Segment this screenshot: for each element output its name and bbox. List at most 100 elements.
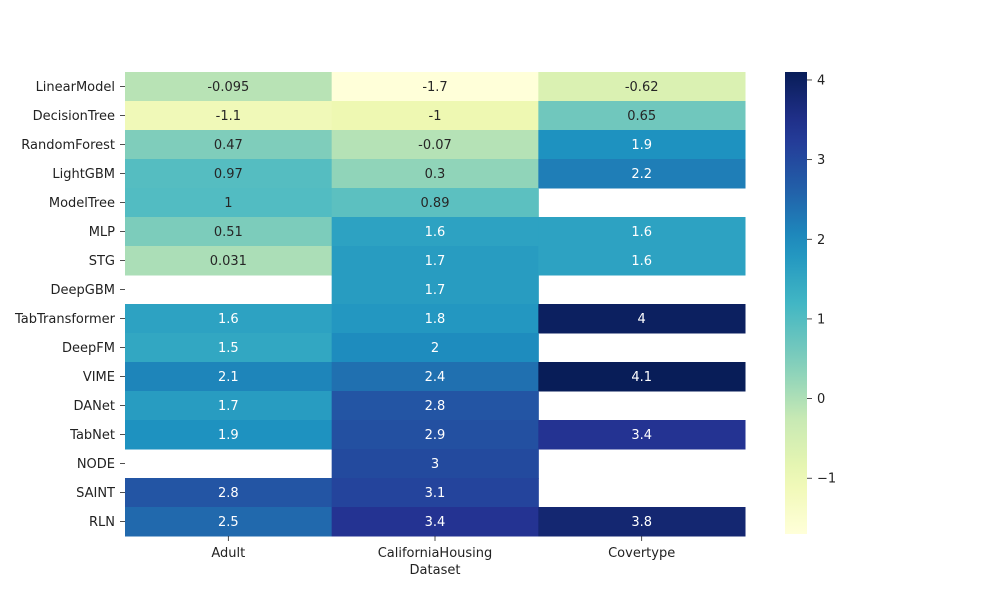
cell-value-label: 2.8 [218, 486, 239, 501]
heatmap-cell [538, 130, 746, 160]
cell-value-label: 2 [431, 341, 439, 356]
cell-value-label: 2.9 [425, 428, 446, 443]
cell-value-label: 0.65 [627, 109, 656, 124]
cell-value-label: 0.47 [214, 138, 243, 153]
colorbar-tick-label: −1 [817, 472, 836, 487]
heatmap-cell [125, 188, 333, 218]
heatmap-cell [125, 304, 333, 334]
row-tick-label: TabTransformer [14, 312, 116, 327]
heatmap-cell [538, 304, 746, 334]
heatmap-cell [331, 420, 539, 450]
colorbar-tick-label: 4 [817, 73, 825, 88]
cell-value-label: 2.2 [631, 167, 652, 182]
colorbar-ticks: −1 0 1 2 3 4 [807, 73, 836, 487]
row-tick-label: LightGBM [52, 167, 115, 182]
row-tick-label: RLN [89, 515, 115, 530]
cell-value-label: 2.4 [425, 370, 446, 385]
heatmap-cell [331, 507, 539, 537]
cell-value-label: 1.6 [631, 225, 652, 240]
cell-value-label: -1 [429, 109, 442, 124]
cell-value-label: -0.095 [207, 80, 249, 95]
cell-value-label: 1.7 [218, 399, 239, 414]
heatmap-cell [538, 101, 746, 131]
cell-value-label: -1.1 [216, 109, 241, 124]
heatmap-cell [331, 333, 539, 363]
cell-value-label: 1 [224, 196, 232, 211]
heatmap-cell [125, 478, 333, 508]
heatmap-cell [125, 130, 333, 160]
row-tick-label: LinearModel [36, 80, 115, 95]
row-tick-label: DANet [74, 399, 116, 414]
cell-value-label: 0.3 [425, 167, 446, 182]
heatmap-cell [125, 217, 333, 247]
heatmap-cell [331, 130, 539, 160]
heatmap-cell [331, 72, 539, 102]
heatmap-cell [331, 217, 539, 247]
heatmap-cell [125, 362, 333, 392]
cell-value-label: 0.97 [214, 167, 243, 182]
heatmap-cell [538, 246, 746, 276]
heatmap-cell [125, 333, 333, 363]
cell-value-label: 2.8 [425, 399, 446, 414]
colorbar [785, 72, 807, 534]
row-tick-label: DecisionTree [33, 109, 115, 124]
row-tick-label: MLP [89, 225, 115, 240]
colorbar-tick-label: 1 [817, 312, 825, 327]
cell-value-label: 3.8 [631, 515, 652, 530]
heatmap-cell [331, 188, 539, 218]
cell-value-label: 1.9 [218, 428, 239, 443]
cell-value-label: 2.5 [218, 515, 239, 530]
heatmap-cell [331, 159, 539, 189]
heatmap-cell [538, 72, 746, 102]
cell-value-label: 1.6 [631, 254, 652, 269]
heatmap-cell [125, 101, 333, 131]
cell-value-label: 3 [431, 457, 439, 472]
cell-value-label: 3.4 [631, 428, 652, 443]
x-axis-label: Dataset [410, 563, 461, 578]
cell-value-label: 1.7 [425, 283, 446, 298]
heatmap-cell [331, 275, 539, 305]
cell-value-label: 4.1 [631, 370, 652, 385]
cell-value-label: 1.8 [425, 312, 446, 327]
row-tick-label: SAINT [76, 486, 115, 501]
heatmap-cell [331, 101, 539, 131]
heatmap-cell [125, 507, 333, 537]
row-tick-label: DeepFM [62, 341, 115, 356]
heatmap-cell [125, 246, 333, 276]
heatmap-cell [331, 304, 539, 334]
heatmap-cells: -0.095 -1.7 -0.62 -1.1 -1 0.65 0.47 -0.07 1.9 0.9… [125, 72, 746, 537]
colorbar-tick-label: 0 [817, 392, 825, 407]
row-tick-label: STG [89, 254, 115, 269]
cell-value-label: 0.89 [421, 196, 450, 211]
heatmap-cell [331, 449, 539, 479]
heatmap-cell [125, 159, 333, 189]
cell-value-label: 1.6 [218, 312, 239, 327]
row-tick-label: VIME [83, 370, 115, 385]
cell-value-label: 1.5 [218, 341, 239, 356]
heatmap-cell [538, 362, 746, 392]
heatmap-cell [331, 246, 539, 276]
cell-value-label: 2.1 [218, 370, 239, 385]
heatmap-cell [538, 159, 746, 189]
row-tick-label: NODE [77, 457, 115, 472]
row-tick-label: RandomForest [21, 138, 115, 153]
heatmap-cell [538, 507, 746, 537]
heatmap-cell [331, 362, 539, 392]
cell-value-label: 3.4 [425, 515, 446, 530]
row-tick-labels: LinearModel DecisionTree RandomForest Light… [14, 80, 125, 530]
heatmap-cell [125, 72, 333, 102]
cell-value-label: 1.9 [631, 138, 652, 153]
column-tick-label: Covertype [608, 546, 675, 561]
cell-value-label: 0.031 [210, 254, 247, 269]
heatmap-cell [125, 391, 333, 421]
cell-value-label: -0.62 [625, 80, 659, 95]
heatmap-cell [538, 217, 746, 247]
heatmap-cell [331, 478, 539, 508]
colorbar-tick-label: 3 [817, 153, 825, 168]
cell-value-label: 1.7 [425, 254, 446, 269]
heatmap-cell [538, 420, 746, 450]
cell-value-label: 3.1 [425, 486, 446, 501]
column-tick-labels: Adult CaliforniaHousing Covertype [211, 536, 675, 561]
column-tick-label: CaliforniaHousing [378, 546, 493, 561]
